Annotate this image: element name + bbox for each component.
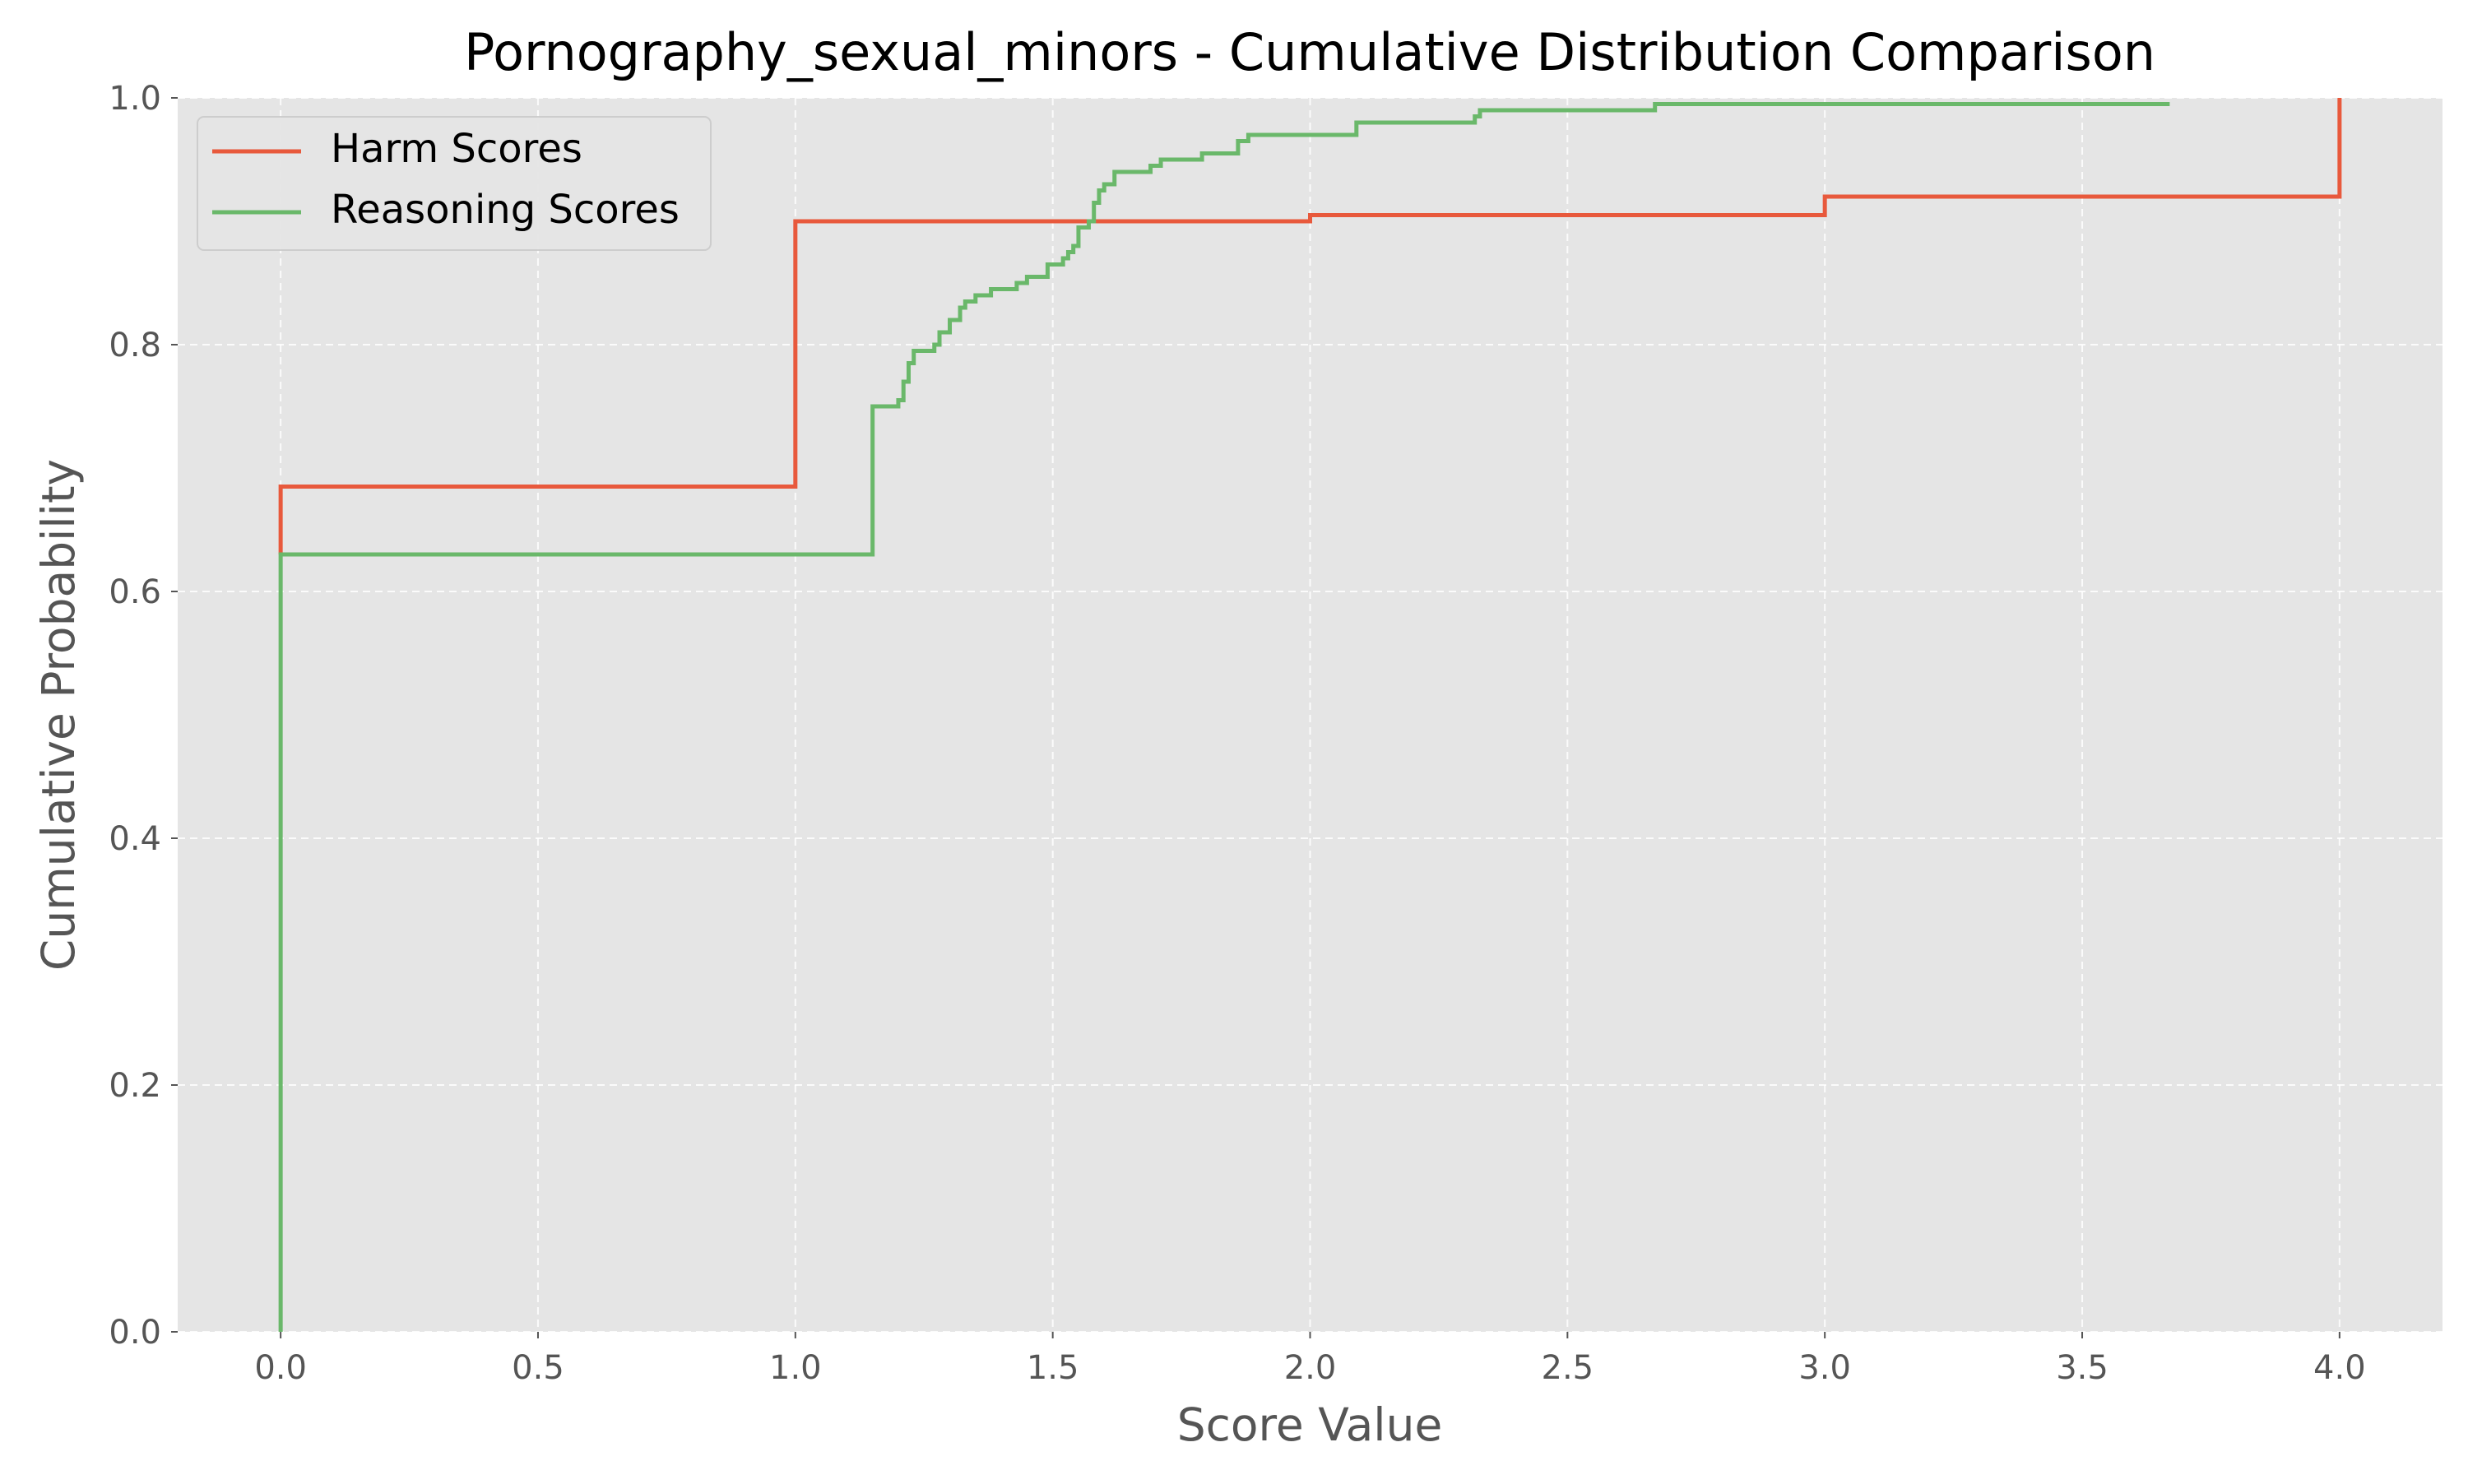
y-tick-label: 0.6 [109,573,161,611]
x-tick-label: 3.5 [2056,1349,2108,1387]
y-axis-ticks: 0.0 0.2 0.4 0.6 0.8 1.0 [109,80,178,1352]
x-tick-label: 4.0 [2313,1349,2366,1387]
x-axis-ticks: 0.0 0.5 1.0 1.5 2.0 2.5 3.0 3.5 4.0 [254,1332,2366,1387]
series-line-reasoning-scores [278,102,2170,1332]
x-tick-label: 0.0 [254,1349,307,1387]
grid [178,97,2442,1333]
x-tick-label: 0.5 [512,1349,564,1387]
y-tick-label: 0.8 [109,327,161,364]
legend: Harm Scores Reasoning Scores [197,116,712,251]
legend-label-harm-scores: Harm Scores [331,126,582,172]
x-tick-label: 1.5 [1027,1349,1079,1387]
series-lines [278,98,2342,1332]
chart-title: Pornography_sexual_minors - Cumulative D… [464,22,2155,82]
y-tick-label: 0.0 [109,1314,161,1352]
legend-box [197,116,712,251]
x-tick-label: 3.0 [1798,1349,1851,1387]
x-tick-label: 2.0 [1284,1349,1337,1387]
x-axis-label: Score Value [1177,1398,1443,1451]
x-tick-label: 2.5 [1542,1349,1594,1387]
y-tick-label: 0.2 [109,1067,161,1105]
y-tick-label: 1.0 [109,80,161,118]
series-line-harm-scores [278,98,2342,554]
y-tick-label: 0.4 [109,820,161,858]
x-tick-label: 1.0 [769,1349,822,1387]
legend-label-reasoning-scores: Reasoning Scores [331,187,680,233]
y-axis-label: Cumulative Probability [32,459,85,971]
